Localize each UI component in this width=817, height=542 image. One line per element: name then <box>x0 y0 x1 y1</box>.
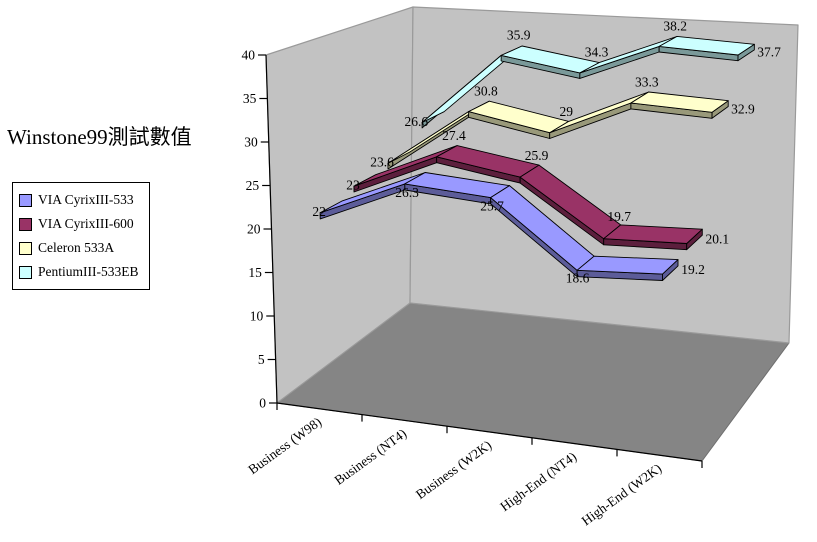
category-axis-label: High-End (NT4) <box>497 449 579 514</box>
legend-item-label: VIA CyrixIII-600 <box>38 216 134 231</box>
legend-item-label: Celeron 533A <box>38 240 115 255</box>
category-axis-label: Business (W98) <box>245 414 324 477</box>
data-label: 29 <box>559 104 573 119</box>
data-label: 20.1 <box>706 231 730 246</box>
data-label: 25.7 <box>480 199 504 214</box>
y-axis-tick-label: 40 <box>242 48 256 63</box>
legend-color-swatch <box>19 193 32 207</box>
data-label: 27.4 <box>442 128 466 143</box>
y-axis-tick-label: 20 <box>247 222 261 237</box>
y-axis-tick-label: 5 <box>258 352 265 367</box>
data-label: 26.6 <box>404 114 428 129</box>
data-label: 35.9 <box>507 28 531 43</box>
data-label: 26.3 <box>395 185 419 200</box>
chart-title: Winstone99測試數值 <box>7 125 192 149</box>
series-ribbon-top <box>630 91 729 113</box>
data-label: 32.9 <box>731 102 755 117</box>
data-label: 19.2 <box>681 262 705 277</box>
series-ribbon-top <box>658 35 755 56</box>
category-axis-label: Business (W2K) <box>413 437 494 502</box>
y-axis-tick-label: 35 <box>243 91 257 106</box>
y-axis-tick-label: 15 <box>248 265 262 280</box>
series-ribbon-top <box>603 224 703 244</box>
data-label: 38.2 <box>663 18 687 33</box>
legend-item-label: PentiumIII-533EB <box>38 264 139 279</box>
legend-color-swatch <box>19 265 32 279</box>
category-axis-line <box>276 402 703 462</box>
legend-item: Celeron 533A <box>19 236 145 260</box>
legend-item: PentiumIII-533EB <box>19 260 145 284</box>
data-label: 34.3 <box>585 45 609 60</box>
legend: VIA CyrixIII-533 VIA CyrixIII-600 Celeron … <box>12 182 150 290</box>
data-label: 23.6 <box>370 155 394 170</box>
category-axis-label: Business (NT4) <box>332 426 410 488</box>
data-label: 19.7 <box>607 209 631 224</box>
series-ribbon-top <box>576 255 679 275</box>
legend-color-swatch <box>19 241 32 255</box>
legend-color-swatch <box>19 217 32 231</box>
y-axis-tick-label: 30 <box>244 135 258 150</box>
y-axis-tick-label: 25 <box>246 178 260 193</box>
y-axis-tick-label: 0 <box>259 396 266 411</box>
data-label: 22 <box>312 204 326 219</box>
chart-back-wall-right <box>409 6 799 344</box>
legend-item: VIA CyrixIII-600 <box>19 212 145 236</box>
data-label: 23 <box>346 177 360 192</box>
data-label: 25.9 <box>525 148 549 163</box>
data-label: 33.3 <box>635 75 659 90</box>
data-label: 30.8 <box>474 83 498 98</box>
category-axis-label: High-End (W2K) <box>579 460 665 528</box>
legend-item: VIA CyrixIII-533 <box>19 188 145 212</box>
data-label: 18.6 <box>566 270 590 285</box>
y-axis-tick-label: 10 <box>250 309 264 324</box>
legend-item-label: VIA CyrixIII-533 <box>38 192 134 207</box>
data-label: 37.7 <box>757 45 781 60</box>
